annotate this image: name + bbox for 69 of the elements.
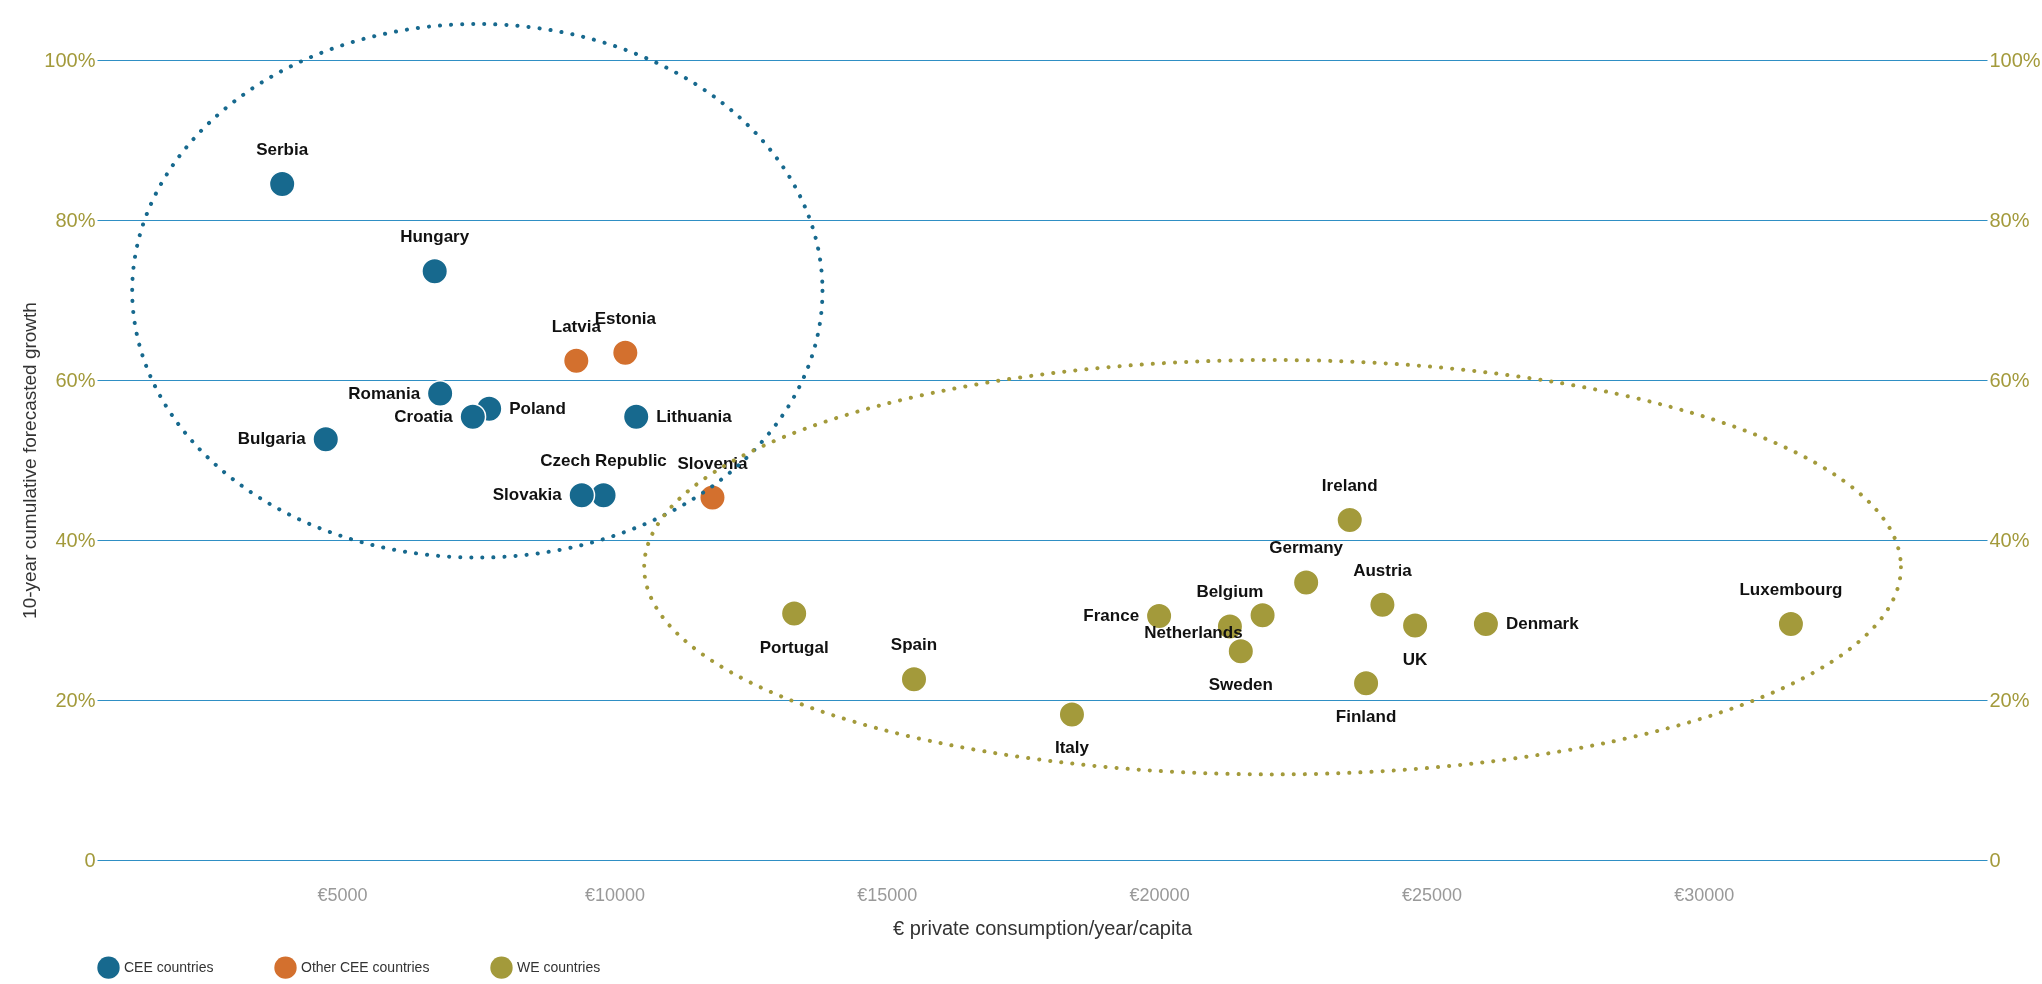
point xyxy=(562,347,590,375)
x-tick-label: €10000 xyxy=(584,884,645,905)
point xyxy=(1227,637,1255,665)
y2-tick-label: 20% xyxy=(1989,688,2030,711)
point xyxy=(1058,700,1086,728)
y2-tick-label: 0 xyxy=(1989,848,2001,871)
point xyxy=(268,170,296,198)
point xyxy=(459,403,487,431)
annotation: Slovakia xyxy=(492,485,563,505)
point xyxy=(426,380,454,408)
annotation: Belgium xyxy=(1196,582,1264,602)
point xyxy=(622,403,650,431)
annotation: Ireland xyxy=(1321,476,1378,495)
annotation: Portugal xyxy=(759,637,829,657)
annotation: Serbia xyxy=(256,140,309,159)
legend-label: CEE countries xyxy=(124,958,214,975)
point xyxy=(698,484,726,512)
legend-label: WE countries xyxy=(517,958,601,975)
annotation: Bulgaria xyxy=(237,429,307,449)
annotation: Slovenia xyxy=(677,453,748,473)
point xyxy=(900,665,928,693)
x-tick-label: €30000 xyxy=(1674,884,1735,905)
point xyxy=(568,481,596,509)
x-tick-label: €20000 xyxy=(1129,884,1190,905)
annotation: Finland xyxy=(1335,707,1397,727)
y-tick-label: 40% xyxy=(55,528,96,551)
annotation: Germany xyxy=(1269,538,1344,558)
y2-tick-label: 80% xyxy=(1989,208,2030,231)
point xyxy=(611,339,639,367)
annotation: France xyxy=(1083,606,1140,625)
y2-tick-label: 100% xyxy=(1989,48,2041,71)
point xyxy=(780,600,808,628)
legend-label: Other CEE countries xyxy=(301,958,430,975)
point xyxy=(1401,612,1429,640)
annotation: Czech Republic xyxy=(540,451,667,471)
point xyxy=(421,257,449,285)
point xyxy=(1352,669,1380,697)
x-tick-label: €5000 xyxy=(317,884,368,905)
point xyxy=(1368,591,1396,619)
y-tick-label: 20% xyxy=(55,688,96,711)
y2-tick-label: 60% xyxy=(1989,368,2030,391)
annotation: Croatia xyxy=(394,406,454,426)
point xyxy=(1249,601,1277,629)
y-tick-label: 60% xyxy=(55,368,96,391)
y-tick-label: 80% xyxy=(55,208,96,231)
y-axis-title: 10-year cumulative forecasted growth xyxy=(19,302,41,619)
annotation: Italy xyxy=(1054,738,1090,758)
annotation: Denmark xyxy=(1505,614,1580,633)
annotation: Spain xyxy=(890,635,938,655)
annotation: Poland xyxy=(509,398,566,418)
point xyxy=(1336,506,1364,534)
annotation: Romania xyxy=(348,383,421,403)
x-tick-label: €25000 xyxy=(1401,884,1462,905)
point xyxy=(1777,610,1805,638)
x-tick-label: €15000 xyxy=(857,884,918,905)
annotation: Hungary xyxy=(400,227,470,247)
x-axis-title: € private consumption/year/capita xyxy=(892,916,1193,939)
annotation: Austria xyxy=(1353,560,1413,580)
y2-tick-label: 40% xyxy=(1989,528,2030,551)
point xyxy=(1292,568,1320,596)
annotation: Sweden xyxy=(1208,675,1273,695)
annotation: Lithuania xyxy=(656,406,733,426)
point xyxy=(1472,610,1500,638)
annotation: UK xyxy=(1402,649,1429,669)
y-tick-label: 0 xyxy=(84,848,96,871)
y-tick-label: 100% xyxy=(44,48,96,71)
point xyxy=(590,481,618,509)
annotation: Luxembourg xyxy=(1739,580,1843,599)
point xyxy=(312,425,340,453)
